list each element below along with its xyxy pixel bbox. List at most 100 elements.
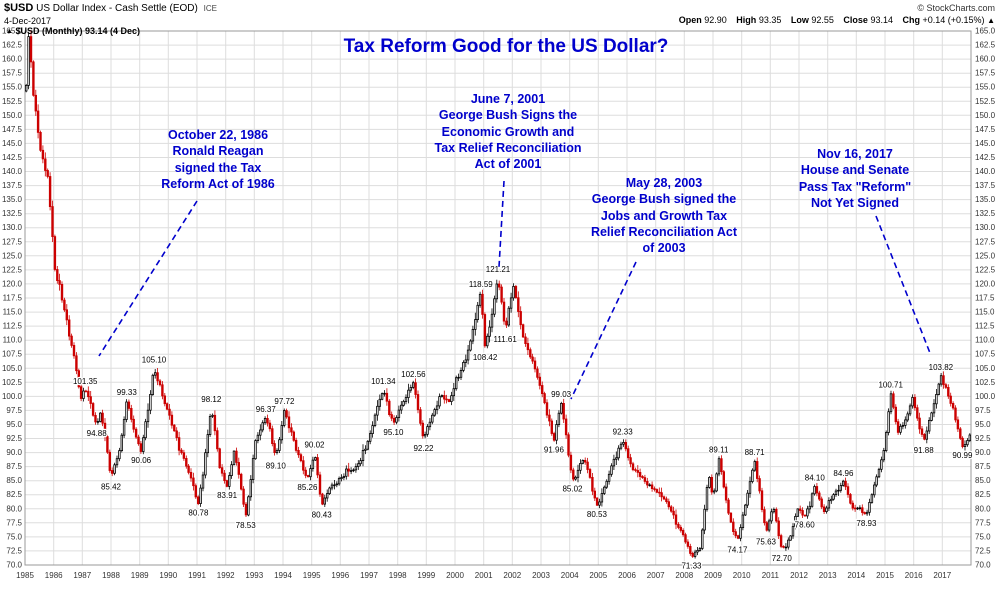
annotation-tax-relief-act-2001: June 7, 2001 George Bush Signs the Econo… xyxy=(434,92,582,171)
svg-text:2005: 2005 xyxy=(589,571,607,580)
quote-high-value: 93.35 xyxy=(758,15,782,25)
svg-text:130.0: 130.0 xyxy=(2,223,23,232)
svg-text:2009: 2009 xyxy=(704,571,722,580)
svg-text:2014: 2014 xyxy=(847,571,865,580)
svg-text:2010: 2010 xyxy=(733,571,751,580)
svg-text:88.71: 88.71 xyxy=(745,448,766,457)
svg-text:2006: 2006 xyxy=(618,571,636,580)
quote-close-value: 93.14 xyxy=(870,15,893,25)
svg-text:72.5: 72.5 xyxy=(6,546,22,555)
svg-text:100.0: 100.0 xyxy=(2,392,23,401)
svg-text:77.5: 77.5 xyxy=(6,518,22,527)
svg-text:147.5: 147.5 xyxy=(975,125,996,134)
svg-text:152.5: 152.5 xyxy=(2,97,23,106)
svg-text:99.03: 99.03 xyxy=(551,390,572,399)
svg-text:80.53: 80.53 xyxy=(587,510,608,519)
quote-date: 4-Dec-2017 xyxy=(4,16,52,26)
svg-text:1986: 1986 xyxy=(45,571,63,580)
svg-text:132.5: 132.5 xyxy=(975,209,996,218)
legend-text: $USD (Monthly) 93.14 (4 Dec) xyxy=(15,26,140,36)
svg-text:132.5: 132.5 xyxy=(2,209,23,218)
svg-text:147.5: 147.5 xyxy=(2,125,23,134)
svg-text:91.88: 91.88 xyxy=(914,446,935,455)
svg-text:117.5: 117.5 xyxy=(975,294,995,303)
svg-text:155.0: 155.0 xyxy=(2,83,23,92)
svg-text:115.0: 115.0 xyxy=(975,308,995,317)
svg-text:2016: 2016 xyxy=(905,571,923,580)
svg-text:125.0: 125.0 xyxy=(975,251,996,260)
svg-text:85.26: 85.26 xyxy=(297,483,318,492)
svg-text:1998: 1998 xyxy=(389,571,407,580)
svg-text:85.42: 85.42 xyxy=(101,482,122,491)
svg-text:95.10: 95.10 xyxy=(383,428,404,437)
svg-text:1991: 1991 xyxy=(188,571,206,580)
svg-text:1985: 1985 xyxy=(16,571,34,580)
svg-text:108.42: 108.42 xyxy=(473,353,498,362)
svg-text:150.0: 150.0 xyxy=(2,111,23,120)
svg-text:80.0: 80.0 xyxy=(6,504,22,513)
svg-text:140.0: 140.0 xyxy=(2,167,23,176)
svg-text:162.5: 162.5 xyxy=(975,41,996,50)
svg-text:1999: 1999 xyxy=(417,571,435,580)
legend-up-arrow-icon: ▲ xyxy=(6,28,13,35)
svg-text:115.0: 115.0 xyxy=(3,308,23,317)
svg-text:70.0: 70.0 xyxy=(6,561,22,570)
svg-text:165.0: 165.0 xyxy=(2,27,23,36)
svg-text:78.53: 78.53 xyxy=(236,521,257,530)
svg-text:165.0: 165.0 xyxy=(975,27,996,36)
svg-text:127.5: 127.5 xyxy=(2,237,23,246)
svg-text:140.0: 140.0 xyxy=(975,167,996,176)
svg-text:137.5: 137.5 xyxy=(2,181,23,190)
svg-text:150.0: 150.0 xyxy=(975,111,996,120)
svg-text:97.5: 97.5 xyxy=(975,406,991,415)
svg-text:105.0: 105.0 xyxy=(975,364,996,373)
svg-text:102.5: 102.5 xyxy=(2,378,23,387)
svg-text:87.5: 87.5 xyxy=(6,462,22,471)
svg-text:105.0: 105.0 xyxy=(2,364,23,373)
svg-text:118.59: 118.59 xyxy=(469,280,493,289)
svg-text:98.12: 98.12 xyxy=(201,395,222,404)
svg-text:80.78: 80.78 xyxy=(188,508,209,517)
annotation-tax-relief-act-2003: May 28, 2003 George Bush signed the Jobs… xyxy=(590,176,738,255)
svg-text:160.0: 160.0 xyxy=(2,55,23,64)
svg-text:92.5: 92.5 xyxy=(6,434,22,443)
annotation-tax-reform-2017: Nov 16, 2017 House and Senate Pass Tax "… xyxy=(798,147,912,210)
svg-text:2012: 2012 xyxy=(790,571,808,580)
svg-text:2007: 2007 xyxy=(647,571,665,580)
svg-text:160.0: 160.0 xyxy=(975,55,996,64)
svg-text:72.70: 72.70 xyxy=(772,554,793,563)
svg-text:110.0: 110.0 xyxy=(3,336,23,345)
svg-text:142.5: 142.5 xyxy=(2,153,23,162)
quote-chg-label: Chg xyxy=(902,15,921,25)
svg-text:75.63: 75.63 xyxy=(756,537,777,546)
svg-text:1990: 1990 xyxy=(159,571,177,580)
svg-text:121.21: 121.21 xyxy=(486,265,511,274)
svg-text:77.5: 77.5 xyxy=(975,518,991,527)
svg-text:89.10: 89.10 xyxy=(266,462,287,471)
ohlc-quote-bar: Open 92.90 High 93.35 Low 92.55 Close 93… xyxy=(672,15,995,25)
svg-text:2011: 2011 xyxy=(762,571,780,580)
svg-text:112.5: 112.5 xyxy=(975,322,995,331)
svg-text:2015: 2015 xyxy=(876,571,894,580)
svg-text:1989: 1989 xyxy=(131,571,149,580)
svg-text:117.5: 117.5 xyxy=(3,294,23,303)
svg-text:95.0: 95.0 xyxy=(975,420,991,429)
svg-text:83.91: 83.91 xyxy=(217,491,238,500)
svg-text:84.10: 84.10 xyxy=(805,474,826,483)
svg-text:90.02: 90.02 xyxy=(304,441,325,450)
svg-text:85.0: 85.0 xyxy=(6,476,22,485)
svg-text:74.17: 74.17 xyxy=(727,546,748,555)
svg-text:80.0: 80.0 xyxy=(975,504,991,513)
svg-text:120.0: 120.0 xyxy=(975,279,996,288)
svg-text:89.11: 89.11 xyxy=(709,446,729,455)
svg-text:72.5: 72.5 xyxy=(975,546,991,555)
svg-text:157.5: 157.5 xyxy=(975,69,996,78)
svg-text:82.5: 82.5 xyxy=(975,490,991,499)
svg-text:101.35: 101.35 xyxy=(73,377,98,386)
svg-text:90.99: 90.99 xyxy=(952,451,973,460)
chg-up-arrow-icon: ▲ xyxy=(987,16,995,25)
svg-text:110.0: 110.0 xyxy=(975,336,995,345)
svg-text:103.82: 103.82 xyxy=(929,363,954,372)
svg-text:90.06: 90.06 xyxy=(131,456,152,465)
